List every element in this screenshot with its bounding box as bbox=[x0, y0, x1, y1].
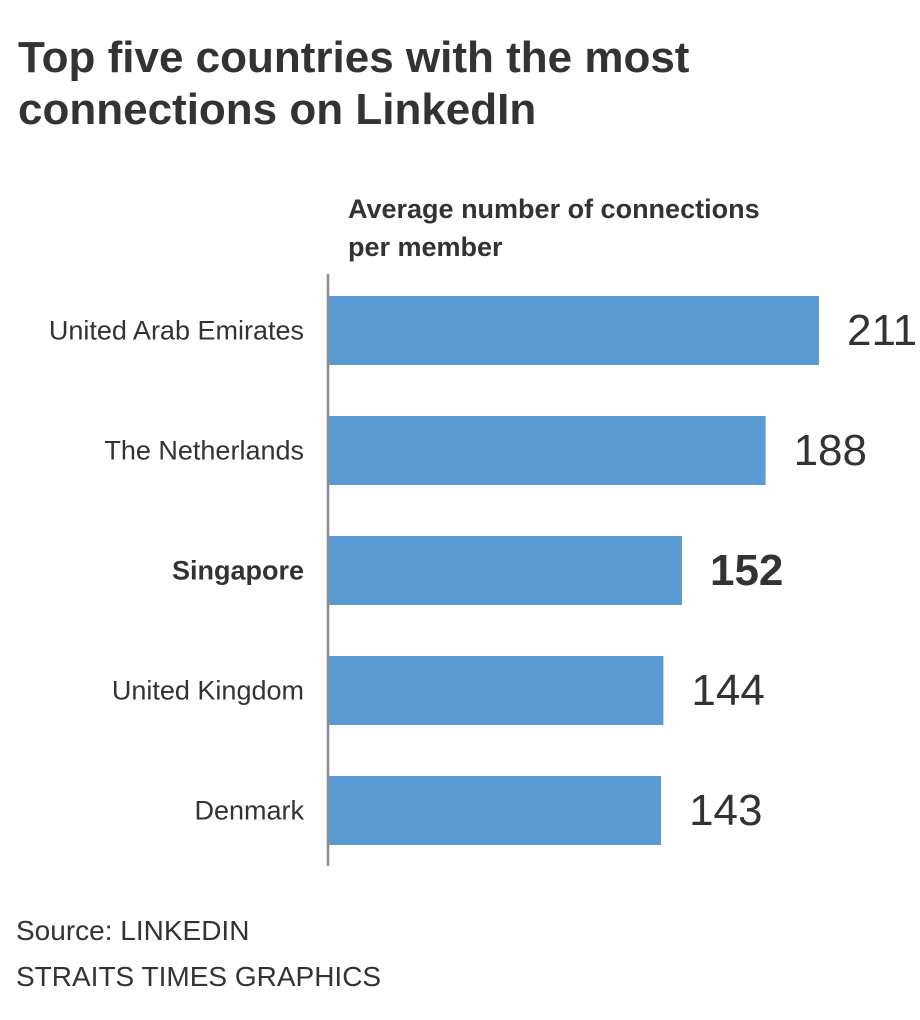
value-label-3: 144 bbox=[691, 666, 764, 715]
chart-title-line-1: Top five countries with the most bbox=[18, 33, 690, 82]
footer: Source: LINKEDIN STRAITS TIMES GRAPHICS bbox=[16, 908, 381, 1000]
category-label-3: United Kingdom bbox=[112, 676, 304, 706]
bar-2 bbox=[329, 536, 682, 605]
bar-3 bbox=[329, 656, 664, 725]
value-label-0: 211 bbox=[847, 306, 917, 355]
category-label-2: Singapore bbox=[172, 556, 304, 586]
axis-label: Average number of connections per member bbox=[348, 190, 868, 266]
graphics-credit: STRAITS TIMES GRAPHICS bbox=[16, 961, 382, 992]
source-note: Source: LINKEDIN bbox=[16, 915, 250, 946]
category-label-4: Denmark bbox=[194, 796, 304, 826]
axis-label-line-2: per member bbox=[348, 232, 503, 262]
bar-4 bbox=[329, 776, 662, 845]
bar-1 bbox=[329, 416, 766, 485]
category-label-1: The Netherlands bbox=[104, 436, 304, 466]
chart-title: Top five countries with the most connect… bbox=[18, 32, 898, 136]
value-label-2: 152 bbox=[710, 546, 783, 595]
bar-0 bbox=[329, 296, 819, 365]
value-label-1: 188 bbox=[794, 426, 867, 475]
value-label-4: 143 bbox=[689, 786, 762, 835]
axis-label-line-1: Average number of connections bbox=[348, 194, 760, 224]
chart-title-line-2: connections on LinkedIn bbox=[18, 85, 537, 134]
bar-chart: United Arab Emirates 211 The Netherlands 18… bbox=[49, 274, 917, 866]
category-label-0: United Arab Emirates bbox=[49, 316, 304, 346]
